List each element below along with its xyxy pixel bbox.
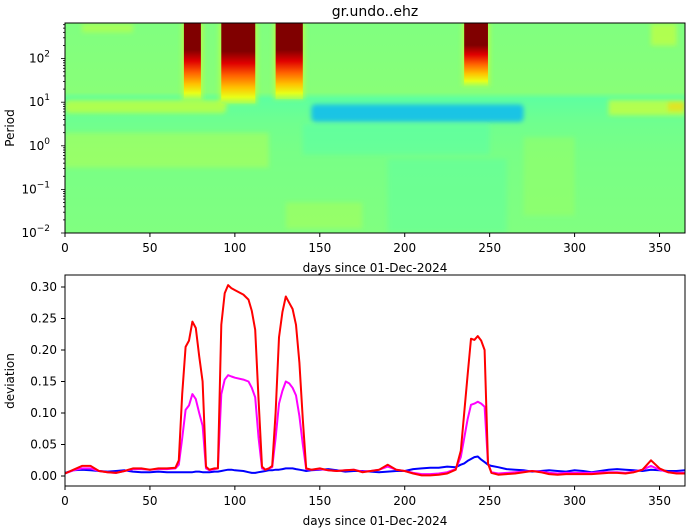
y-tick-label: 0.10 xyxy=(30,406,57,420)
x-tick-label: 0 xyxy=(61,241,69,255)
y-tick-label: 0.05 xyxy=(30,438,57,452)
x-tick-label: 50 xyxy=(142,241,157,255)
heatmap-hot-region xyxy=(221,23,256,104)
x-tick-label: 300 xyxy=(563,241,586,255)
y-tick-label: 0.15 xyxy=(30,375,57,389)
heatmap-frame xyxy=(64,22,686,234)
x-tick-label: 200 xyxy=(393,241,416,255)
x-tick-label: 150 xyxy=(308,241,331,255)
series-magenta-line xyxy=(65,374,685,476)
heatmap-y-axis-label: Period xyxy=(3,109,17,146)
y-tick-label: 0.20 xyxy=(30,343,57,357)
heatmap-hot-region xyxy=(464,23,488,87)
line-chart-y-axis: 0.00 0.05 0.10 0.15 0.20 0.25 0.30 xyxy=(30,280,65,483)
x-tick-label: 350 xyxy=(648,241,671,255)
x-tick-label: 50 xyxy=(142,494,157,508)
heatmap-hot-region xyxy=(275,23,303,100)
heatmap-x-axis-label: days since 01-Dec-2024 xyxy=(303,261,448,275)
line-chart-panel: 0 50 100 150 200 250 300 350 0.000.050.100.150.… xyxy=(3,274,686,528)
x-tick-label: 200 xyxy=(393,494,416,508)
x-tick-label: 100 xyxy=(223,494,246,508)
heatmap-image xyxy=(65,23,685,233)
y-tick-label: 10−1 xyxy=(21,180,50,196)
y-tick-label: 10−2 xyxy=(21,224,50,240)
heatmap-y-axis: 10−2 10−1 100 101 102 xyxy=(21,24,65,240)
y-tick-label: 0.00 xyxy=(30,469,57,483)
heatmap-panel: 0 50 100 150 200 250 300 350 10−210−1100101102 … xyxy=(3,4,686,275)
heatmap-x-axis: 0 50 100 150 200 250 300 350 xyxy=(61,233,671,255)
y-tick-label: 101 xyxy=(29,93,50,109)
line-chart-x-axis: 0 50 100 150 200 250 300 350 xyxy=(61,486,671,508)
line-chart-frame xyxy=(64,274,686,487)
x-tick-label: 350 xyxy=(648,494,671,508)
line-series xyxy=(65,284,685,477)
y-tick-label: 100 xyxy=(29,137,50,153)
chart-title: gr.undo..ehz xyxy=(332,4,419,20)
y-tick-label: 0.30 xyxy=(30,280,57,294)
y-tick-label: 102 xyxy=(29,50,50,66)
x-tick-label: 100 xyxy=(223,241,246,255)
line-chart-y-axis-label: deviation xyxy=(3,353,17,409)
y-tick-label: 0.25 xyxy=(30,312,57,326)
x-tick-label: 150 xyxy=(308,494,331,508)
x-tick-label: 250 xyxy=(478,494,501,508)
heatmap-hot-region xyxy=(183,23,201,100)
line-chart-x-axis-label: days since 01-Dec-2024 xyxy=(303,514,448,528)
series-red-line xyxy=(65,284,685,477)
x-tick-label: 0 xyxy=(61,494,69,508)
x-tick-label: 250 xyxy=(478,241,501,255)
x-tick-label: 300 xyxy=(563,494,586,508)
